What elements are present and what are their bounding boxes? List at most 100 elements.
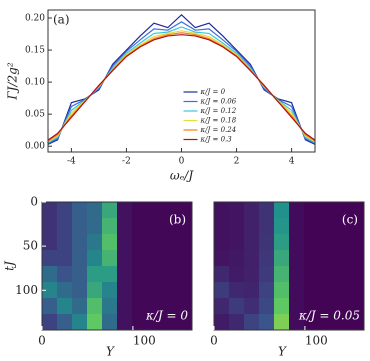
heatmap-cell bbox=[229, 314, 245, 331]
heatmap-cell bbox=[87, 298, 103, 315]
heatmap-cell bbox=[117, 266, 133, 283]
series-line bbox=[48, 26, 315, 144]
axes-frame bbox=[213, 201, 365, 331]
heatmap-cell bbox=[274, 282, 290, 299]
heatmap-cell bbox=[259, 298, 275, 315]
legend-label: κ/J = 0 bbox=[200, 88, 226, 96]
heatmap-cell bbox=[274, 202, 290, 219]
legend-label: κ/J = 0.18 bbox=[200, 117, 237, 125]
heatmap-cell bbox=[214, 234, 230, 251]
heatmap-cell bbox=[177, 202, 193, 219]
heatmap-cell bbox=[334, 250, 350, 267]
heatmap-cell bbox=[162, 282, 178, 299]
heatmap-cell bbox=[147, 298, 163, 315]
heatmap-cell bbox=[214, 250, 230, 267]
heatmap-cell bbox=[147, 202, 163, 219]
heatmap-cell bbox=[289, 202, 305, 219]
heatmap-cell bbox=[259, 202, 275, 219]
heatmap-cell bbox=[229, 250, 245, 267]
heatmap-cell bbox=[214, 282, 230, 299]
heatmap-cell bbox=[319, 314, 335, 331]
heatmap-cell bbox=[349, 234, 365, 251]
heatmap-cell bbox=[117, 282, 133, 299]
panel-label: (c) bbox=[342, 213, 358, 227]
heatmap-cell bbox=[102, 266, 118, 283]
heatmap-cell bbox=[274, 314, 290, 331]
heatmap-cell bbox=[214, 266, 230, 283]
heatmap-cell bbox=[244, 298, 260, 315]
heatmap-cell bbox=[214, 218, 230, 235]
heatmap-cell bbox=[259, 266, 275, 283]
heatmap-cell bbox=[319, 250, 335, 267]
heatmap-cell bbox=[42, 218, 58, 235]
heatmap-cell bbox=[349, 314, 365, 331]
y-axis-label: ΓJ/2g² bbox=[6, 62, 20, 100]
annotation: κ/J = 0 bbox=[145, 309, 188, 323]
heatmap-cell bbox=[229, 282, 245, 299]
heatmap-cell bbox=[57, 266, 73, 283]
heatmap-cell bbox=[147, 282, 163, 299]
x-axis-label: Y bbox=[106, 345, 115, 359]
heatmap-cell bbox=[244, 282, 260, 299]
x-tick-label: 0 bbox=[179, 157, 185, 167]
heatmap-cell bbox=[117, 314, 133, 331]
heatmap-cell bbox=[162, 314, 178, 331]
heatmap-cell bbox=[147, 314, 163, 331]
heatmap-cell bbox=[259, 314, 275, 331]
heatmap-cell bbox=[147, 218, 163, 235]
heatmap-cell bbox=[244, 234, 260, 251]
heatmap-cell bbox=[42, 202, 58, 219]
heatmap-cell bbox=[319, 266, 335, 283]
heatmap-cell bbox=[147, 250, 163, 267]
heatmap-cell bbox=[147, 266, 163, 283]
panel-label: (b) bbox=[169, 213, 186, 227]
legend-label: κ/J = 0.3 bbox=[200, 136, 233, 144]
series-line bbox=[48, 30, 315, 143]
heatmap-cell bbox=[349, 202, 365, 219]
heatmap-cell bbox=[274, 234, 290, 251]
heatmap-cell bbox=[349, 250, 365, 267]
x-axis-label: Y bbox=[278, 345, 287, 359]
heatmap-cell bbox=[334, 298, 350, 315]
heatmap-cell bbox=[72, 218, 88, 235]
heatmap-cell bbox=[229, 298, 245, 315]
heatmap-cell bbox=[162, 250, 178, 267]
heatmap-cell bbox=[274, 250, 290, 267]
heatmap-cell bbox=[42, 250, 58, 267]
heatmap-cell bbox=[57, 314, 73, 331]
heatmap-cell bbox=[72, 234, 88, 251]
heatmap-cell bbox=[117, 250, 133, 267]
heatmap-cell bbox=[274, 298, 290, 315]
heatmap-cell bbox=[177, 218, 193, 235]
heatmap-cell bbox=[42, 314, 58, 331]
heatmap-cell bbox=[304, 282, 320, 299]
y-tick-label: 0 bbox=[30, 195, 38, 209]
heatmap-cell bbox=[177, 250, 193, 267]
heatmap-cell bbox=[259, 250, 275, 267]
panel-label: (a) bbox=[53, 13, 70, 27]
heatmap-cell bbox=[117, 298, 133, 315]
heatmap-cell bbox=[304, 250, 320, 267]
heatmap-cell bbox=[289, 314, 305, 331]
heatmap-cell bbox=[87, 266, 103, 283]
legend-label: κ/J = 0.06 bbox=[200, 98, 237, 106]
heatmap-cell bbox=[87, 202, 103, 219]
heatmap-cell bbox=[57, 250, 73, 267]
heatmap-cell bbox=[289, 234, 305, 251]
heatmap-cell bbox=[274, 218, 290, 235]
heatmap-cell bbox=[334, 202, 350, 219]
heatmap-cell bbox=[162, 266, 178, 283]
heatmap-cell bbox=[349, 218, 365, 235]
heatmap-cell bbox=[72, 282, 88, 299]
heatmap-cell bbox=[334, 282, 350, 299]
x-tick-label: 100 bbox=[133, 334, 156, 348]
heatmap-cell bbox=[72, 298, 88, 315]
heatmap-cell bbox=[57, 218, 73, 235]
heatmap-cell bbox=[289, 250, 305, 267]
heatmap-cell bbox=[117, 218, 133, 235]
heatmap-cell bbox=[72, 266, 88, 283]
y-tick-label: 0.05 bbox=[25, 110, 45, 120]
heatmap-cell bbox=[147, 234, 163, 251]
annotation: κ/J = 0.05 bbox=[298, 309, 360, 323]
